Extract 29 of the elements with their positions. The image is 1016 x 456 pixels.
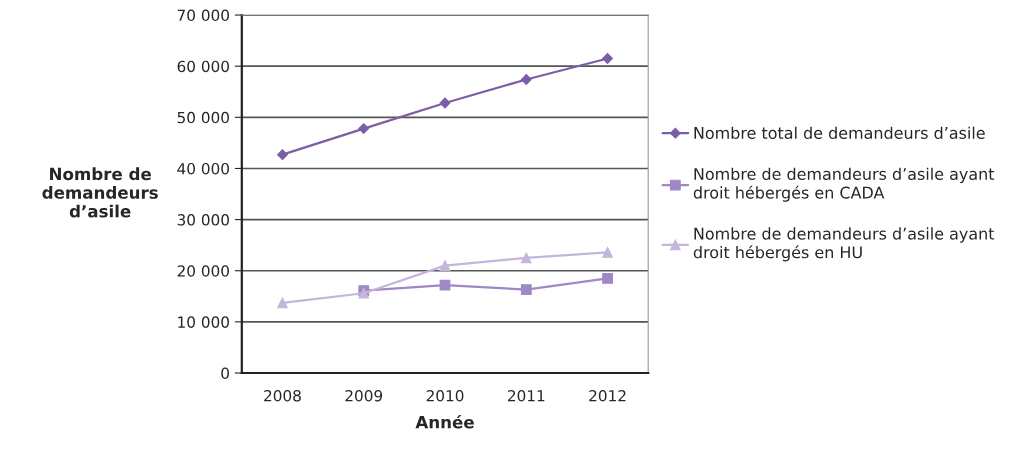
y-tick-label: 40 000 xyxy=(177,162,229,175)
y-tick-label: 0 xyxy=(221,367,229,380)
point xyxy=(277,297,288,309)
point xyxy=(602,273,613,284)
point xyxy=(439,97,451,109)
point xyxy=(439,260,451,271)
point xyxy=(277,149,288,161)
point xyxy=(602,246,613,258)
point xyxy=(520,284,532,296)
legend-label: Nombre de demandeurs d’asile ayant droit hébergés en CADA xyxy=(693,167,995,202)
x-tick-label: 2011 xyxy=(507,389,545,402)
y-tick-label: 50 000 xyxy=(177,111,229,124)
point xyxy=(602,53,613,64)
y-tick-label: 60 000 xyxy=(177,60,229,73)
legend-label: Nombre de demandeurs d’asile ayant droit hébergés en HU xyxy=(693,227,995,262)
x-tick-label: 2008 xyxy=(264,389,301,402)
x-tick-label: 2010 xyxy=(426,389,464,402)
y-tick-label: 20 000 xyxy=(177,265,229,277)
point xyxy=(358,123,370,134)
y-tick-label: 30 000 xyxy=(177,214,229,226)
x-axis-title: Année xyxy=(415,414,474,429)
y-axis-title: Nombre de demandeurs d’asile xyxy=(42,167,158,218)
y-tick-label: 70 000 xyxy=(177,9,229,22)
x-tick-label: 2012 xyxy=(589,389,626,402)
x-tick-label: 2009 xyxy=(345,389,383,402)
point xyxy=(520,74,532,85)
y-tick-label: 10 000 xyxy=(178,316,229,328)
legend-label: Nombre total de demandeurs d’asile xyxy=(694,126,985,139)
point xyxy=(520,252,532,264)
